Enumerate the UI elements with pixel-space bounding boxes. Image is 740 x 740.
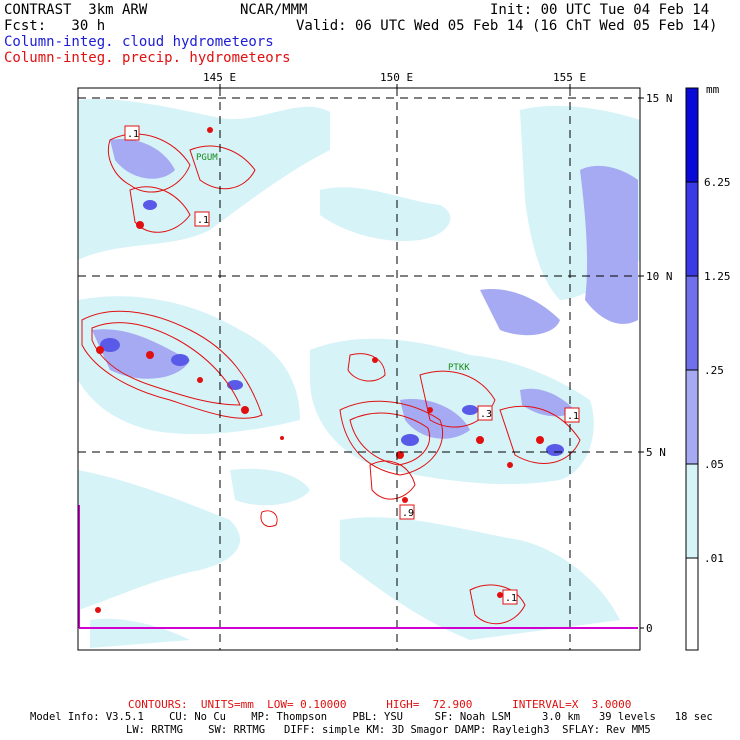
legend-swatch-4	[685, 369, 699, 465]
lat-label-10n: 10 N	[646, 270, 673, 283]
legend-colorbar	[685, 87, 699, 651]
lon-label-155: 155 E	[553, 71, 586, 84]
contour-info: CONTOURS: UNITS=mm LOW= 0.10000 HIGH= 72…	[128, 698, 632, 711]
precip-maxima	[95, 127, 544, 613]
model-title: CONTRAST 3km ARW	[4, 2, 148, 18]
legend-level-2: 1.25	[704, 270, 731, 283]
station-ptkk: PTKK	[448, 363, 470, 373]
legend-swatch-6	[685, 557, 699, 651]
max-label-2: .1	[197, 215, 209, 226]
lat-label-0: 0	[646, 622, 653, 635]
field-cloud-label: Column-integ. cloud hydrometeors	[4, 34, 274, 50]
map-frame	[77, 87, 641, 651]
field-precip-label: Column-integ. precip. hydrometeors	[4, 50, 291, 66]
max-label-1: .1	[127, 129, 139, 140]
max-value-boxes: .1 .1 .3 .1 .9 .1	[124, 125, 580, 605]
model-info-line1: Model Info: V3.5.1 CU: No Cu MP: Thompso…	[30, 711, 713, 723]
lon-label-150: 150 E	[380, 71, 413, 84]
init-time: Init: 00 UTC Tue 04 Feb 14	[490, 2, 710, 18]
lat-label-15n: 15 N	[646, 92, 673, 105]
legend-swatch-2	[685, 181, 699, 277]
legend-level-4: .05	[704, 458, 724, 471]
lon-label-145: 145 E	[203, 71, 236, 84]
lat-lon-grid	[78, 88, 640, 650]
model-info-line2: LW: RRTMG SW: RRTMG DIFF: simple KM: 3D …	[126, 724, 651, 736]
max-label-3: .3	[480, 409, 492, 420]
legend-swatch-5	[685, 463, 699, 559]
legend-level-1: 6.25	[704, 176, 731, 189]
organization-label: NCAR/MMM	[240, 2, 308, 18]
legend-level-3: .25	[704, 364, 724, 377]
legend-swatch-3	[685, 275, 699, 371]
lat-label-5n: 5 N	[646, 446, 666, 459]
max-label-5: .9	[402, 508, 414, 519]
legend-level-5: .01	[704, 552, 724, 565]
tick-marks	[219, 84, 644, 629]
station-pgum: PGUM	[196, 153, 218, 163]
legend-swatch-1	[685, 87, 699, 183]
precip-contours	[81, 133, 581, 625]
domain-boundary	[78, 505, 638, 629]
legend-unit: mm	[706, 83, 720, 96]
max-label-4: .1	[567, 411, 579, 422]
forecast-hour: Fcst: 30 h	[4, 18, 106, 34]
cloud-shading-heavy	[100, 200, 564, 456]
valid-time: Valid: 06 UTC Wed 05 Feb 14 (16 ChT Wed …	[296, 18, 718, 34]
max-label-6: .1	[505, 593, 517, 604]
